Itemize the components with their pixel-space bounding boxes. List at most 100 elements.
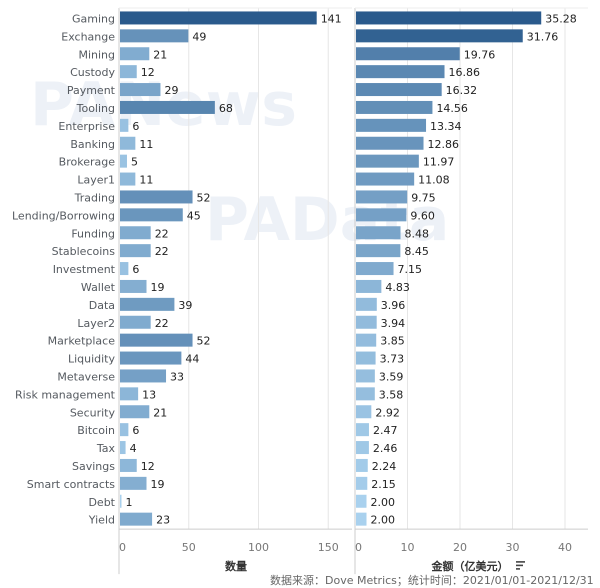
category-label: Risk management [15,388,116,401]
count-value-label: 141 [321,12,342,25]
amount-value-label: 14.56 [436,102,468,115]
category-label: Data [89,299,115,312]
count-bar [120,100,215,114]
category-label: Stablecoins [52,245,116,258]
amount-value-label: 2.15 [371,478,396,491]
count-bar [120,154,127,168]
count-tick-label: 0 [119,541,126,554]
amount-value-label: 3.85 [380,335,405,348]
category-label: Banking [70,138,115,151]
amount-value-label: 3.96 [381,299,406,312]
amount-bar [356,315,377,329]
category-label: Tax [96,442,116,455]
amount-bar [356,172,415,186]
count-chart-panel: 0 50 100 150 141 Gaming 49 Exchange 21 Mining 12 Cu… [12,7,352,575]
amount-value-label: 11.97 [423,156,455,169]
amount-value-label: 9.75 [411,191,436,204]
count-bar [120,262,129,276]
amount-bar [356,279,382,293]
category-label: Funding [71,227,115,240]
category-label: Bitcoin [77,424,115,437]
sort-descending-icon[interactable] [516,561,525,570]
category-label: Metaverse [57,370,115,383]
amount-bar [356,387,375,401]
category-label: Payment [67,84,116,97]
amount-bar [356,190,408,204]
count-value-label: 4 [130,442,137,455]
count-value-label: 49 [192,30,206,43]
amount-value-label: 13.34 [430,120,462,133]
count-bar [120,47,150,61]
amount-bar [356,100,433,114]
amount-bar [356,118,427,132]
count-value-label: 19 [151,281,165,294]
count-bar [120,333,193,347]
count-value-label: 12 [141,66,155,79]
count-tick-label: 100 [248,541,269,554]
count-bar [120,351,182,365]
amount-bar [356,405,372,419]
amount-value-label: 2.92 [375,406,400,419]
amount-bar [356,208,407,222]
count-value-label: 29 [164,84,178,97]
amount-tick-label: 10 [401,541,415,554]
count-bar [120,172,136,186]
category-label: Layer1 [77,174,115,187]
count-value-label: 6 [132,263,139,276]
amount-bar [356,333,377,347]
amount-value-label: 16.86 [449,66,481,79]
category-label: Enterprise [58,120,115,133]
count-value-label: 33 [170,370,184,383]
category-label: Debt [88,496,115,509]
count-value-label: 52 [197,335,211,348]
data-source-footer: 数据来源：Dove Metrics；统计时间：2021/01/01-2021/1… [270,574,594,587]
amount-bar [356,458,368,472]
category-label: Liquidity [68,353,116,366]
amount-value-label: 11.08 [418,174,450,187]
count-axis-title: 数量 [225,559,247,573]
amount-bar [356,29,523,43]
count-bar [120,83,161,97]
amount-bar [356,476,368,490]
category-label: Gaming [72,12,115,25]
amount-bar [356,297,377,311]
count-value-label: 6 [132,424,139,437]
count-bar [120,208,183,222]
count-bar [120,297,175,311]
count-tick-label: 50 [182,541,196,554]
amount-value-label: 2.46 [373,442,398,455]
amount-value-label: 8.48 [405,227,430,240]
amount-value-label: 19.76 [464,48,496,61]
count-bar [120,423,129,437]
amount-tick-label: 0 [355,541,362,554]
count-bar [120,136,136,150]
count-value-label: 13 [142,388,156,401]
category-label: Yield [88,514,115,527]
count-bar [120,11,317,25]
count-bar [120,315,151,329]
amount-tick-label: 40 [558,541,572,554]
count-value-label: 45 [187,209,201,222]
amount-value-label: 8.45 [404,245,429,258]
category-label: Trading [74,191,115,204]
amount-value-label: 31.76 [527,30,559,43]
category-label: Marketplace [48,335,116,348]
amount-bar [356,369,375,383]
count-bar [120,405,150,419]
amount-bar [356,512,367,526]
amount-value-label: 9.60 [410,209,435,222]
count-value-label: 22 [155,227,169,240]
amount-tick-label: 30 [506,541,520,554]
category-label: Investment [53,263,116,276]
amount-value-label: 3.94 [381,317,406,330]
amount-value-label: 2.00 [371,514,396,527]
category-label: Brokerage [59,156,116,169]
amount-bar [356,83,442,97]
amount-tick-label: 20 [453,541,467,554]
count-bar [120,476,147,490]
amount-value-label: 7.15 [398,263,423,276]
amount-value-label: 4.83 [385,281,410,294]
count-value-label: 22 [155,245,169,258]
amount-bar [356,226,401,240]
